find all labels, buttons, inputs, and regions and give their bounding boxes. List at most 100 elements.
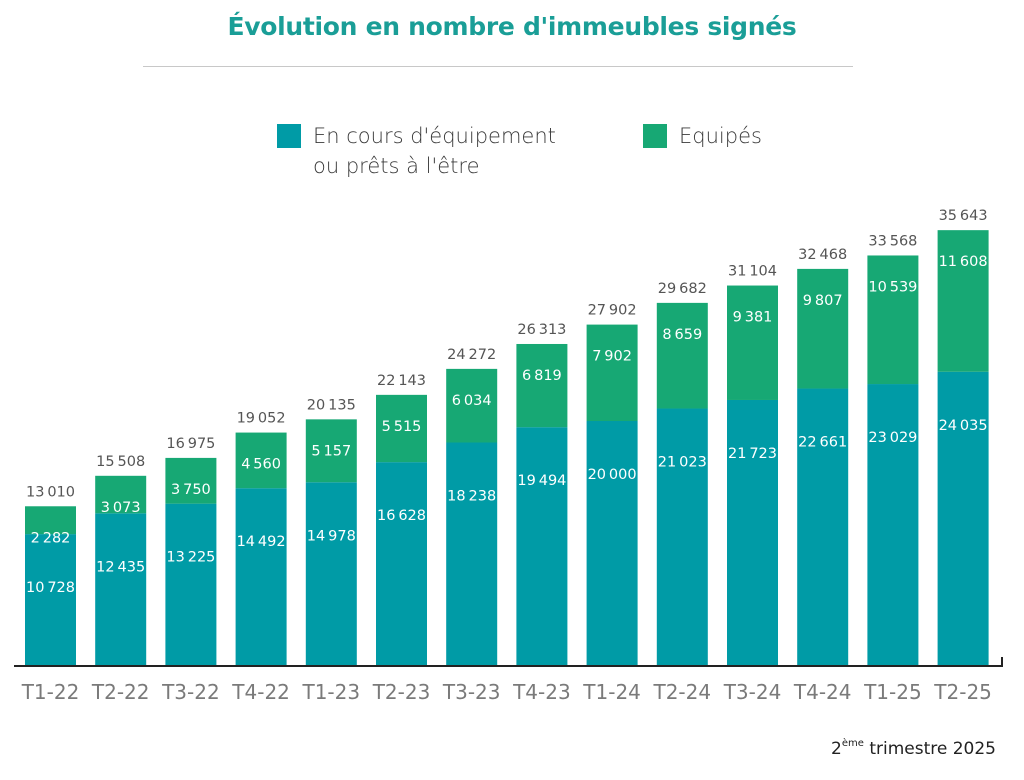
total-label-T1-25: 33 568 — [868, 233, 917, 249]
total-label-T1-22: 13 010 — [26, 484, 75, 500]
title-divider — [143, 66, 853, 67]
footnote: 2ème trimestre 2025 — [831, 738, 996, 759]
bar-equipes-T2-24 — [656, 302, 708, 409]
bar-en-cours-T4-23 — [516, 427, 568, 665]
total-label-T3-23: 24 272 — [447, 347, 496, 363]
data-label-equipes-T2-24: 8 659 — [662, 327, 702, 343]
bar-en-cours-T1-23 — [305, 482, 357, 665]
data-label-en-cours-T1-25: 23 029 — [868, 430, 917, 446]
footnote-ordinal: 2 — [831, 739, 842, 759]
x-tick-label-T2-22: T2-22 — [91, 680, 150, 704]
x-tick-label-T1-23: T1-23 — [301, 680, 360, 704]
data-label-en-cours-T2-22: 12 435 — [96, 559, 145, 575]
data-label-equipes-T1-25: 10 539 — [868, 279, 917, 295]
data-label-equipes-T4-22: 4 560 — [241, 457, 281, 473]
data-label-equipes-T3-24: 9 381 — [733, 310, 773, 326]
x-tick-label-T1-25: T1-25 — [863, 680, 922, 704]
legend-item-equipes: Equipés — [643, 121, 762, 151]
bar-equipes-T1-24 — [586, 324, 638, 421]
x-tick-label-T4-22: T4-22 — [231, 680, 290, 704]
x-tick-label-T3-24: T3-24 — [723, 680, 782, 704]
bar-en-cours-T1-25 — [867, 384, 919, 665]
x-tick-label-T3-22: T3-22 — [161, 680, 220, 704]
data-label-equipes-T1-22: 2 282 — [31, 530, 71, 546]
data-label-equipes-T4-23: 6 819 — [522, 368, 562, 384]
data-label-equipes-T3-22: 3 750 — [171, 482, 211, 498]
total-label-T4-22: 19 052 — [237, 411, 286, 427]
bar-en-cours-T3-23 — [446, 442, 498, 665]
data-label-en-cours-T4-24: 22 661 — [798, 435, 847, 451]
bar-equipes-T2-23 — [376, 394, 427, 463]
bar-equipes-T3-24 — [727, 285, 778, 400]
legend-label-equipes: Equipés — [679, 121, 762, 151]
data-label-en-cours-T3-23: 18 238 — [447, 488, 496, 504]
data-label-equipes-T4-24: 9 807 — [803, 293, 843, 309]
x-tick-label-T4-24: T4-24 — [793, 680, 852, 704]
legend-label-equipes-text: Equipés — [679, 124, 762, 148]
data-label-en-cours-T2-23: 16 628 — [377, 508, 426, 524]
total-label-T2-24: 29 682 — [658, 281, 707, 297]
x-tick-label-T2-23: T2-23 — [372, 680, 431, 704]
footnote-text: trimestre 2025 — [869, 739, 996, 759]
footnote-suffix: ème — [841, 738, 864, 749]
data-label-equipes-T1-23: 5 157 — [311, 443, 351, 459]
data-label-en-cours-T1-24: 20 000 — [588, 467, 637, 483]
total-label-T3-24: 31 104 — [728, 264, 777, 280]
legend-label-en-cours: En cours d'équipement ou prêts à l'être — [313, 121, 556, 181]
data-label-equipes-T2-22: 3 073 — [101, 500, 141, 516]
bar-equipes-T4-23 — [516, 343, 568, 428]
x-tick-label-T2-24: T2-24 — [652, 680, 711, 704]
total-label-T2-25: 35 643 — [939, 208, 988, 224]
bar-en-cours-T2-22 — [95, 513, 147, 665]
total-label-T2-22: 15 508 — [96, 454, 145, 470]
legend-label-line2: ou prêts à l'être — [313, 154, 480, 178]
data-label-en-cours-T1-22: 10 728 — [26, 580, 75, 596]
bar-equipes-T1-25 — [867, 255, 919, 385]
total-label-T4-24: 32 468 — [798, 247, 847, 263]
data-label-en-cours-T4-23: 19 494 — [517, 473, 566, 489]
bar-en-cours-T2-25 — [937, 371, 989, 665]
bar-en-cours-T1-24 — [586, 421, 638, 665]
data-label-equipes-T1-24: 7 902 — [592, 349, 632, 365]
bar-equipes-T4-24 — [797, 268, 849, 389]
x-tick-label-T3-23: T3-23 — [442, 680, 501, 704]
bar-en-cours-T4-22 — [235, 488, 287, 665]
data-label-equipes-T2-23: 5 515 — [382, 419, 422, 435]
x-tick-label-T4-23: T4-23 — [512, 680, 571, 704]
total-label-T3-22: 16 975 — [166, 436, 215, 452]
chart-title: Évolution en nombre d'immeubles signés — [227, 12, 797, 41]
bar-equipes-T1-23 — [305, 419, 357, 483]
x-tick-label-T1-22: T1-22 — [21, 680, 80, 704]
data-label-en-cours-T2-25: 24 035 — [939, 418, 988, 434]
data-label-en-cours-T4-22: 14 492 — [237, 534, 286, 550]
bar-en-cours-T2-24 — [656, 408, 708, 665]
bar-en-cours-T3-22 — [165, 503, 217, 665]
x-tick-label-T1-24: T1-24 — [582, 680, 641, 704]
bar-en-cours-T1-22 — [25, 534, 76, 665]
total-label-T1-24: 27 902 — [588, 303, 637, 319]
bar-equipes-T2-22 — [95, 475, 147, 514]
data-label-en-cours-T3-22: 13 225 — [166, 550, 215, 566]
legend-label-line1: En cours d'équipement — [313, 124, 556, 148]
data-label-en-cours-T3-24: 21 723 — [728, 446, 777, 462]
legend-item-en-cours: En cours d'équipement ou prêts à l'être — [277, 121, 556, 181]
data-label-equipes-T2-25: 11 608 — [939, 254, 988, 270]
bar-equipes-T2-25 — [937, 230, 989, 372]
bar-equipes-T3-22 — [165, 457, 217, 504]
bar-en-cours-T3-24 — [727, 399, 778, 665]
data-label-en-cours-T2-24: 21 023 — [658, 455, 707, 471]
data-label-en-cours-T1-23: 14 978 — [307, 528, 356, 544]
legend-swatch-en-cours — [277, 124, 301, 148]
bar-en-cours-T4-24 — [797, 388, 849, 665]
total-label-T4-23: 26 313 — [517, 322, 566, 338]
x-tick-label-T2-25: T2-25 — [933, 680, 992, 704]
total-label-T2-23: 22 143 — [377, 373, 426, 389]
bar-equipes-T1-22 — [25, 506, 76, 535]
legend-swatch-equipes — [643, 124, 667, 148]
total-label-T1-23: 20 135 — [307, 397, 356, 413]
data-label-equipes-T3-23: 6 034 — [452, 393, 492, 409]
bar-equipes-T4-22 — [235, 432, 287, 489]
bar-equipes-T3-23 — [446, 368, 498, 443]
bar-en-cours-T2-23 — [376, 462, 427, 665]
